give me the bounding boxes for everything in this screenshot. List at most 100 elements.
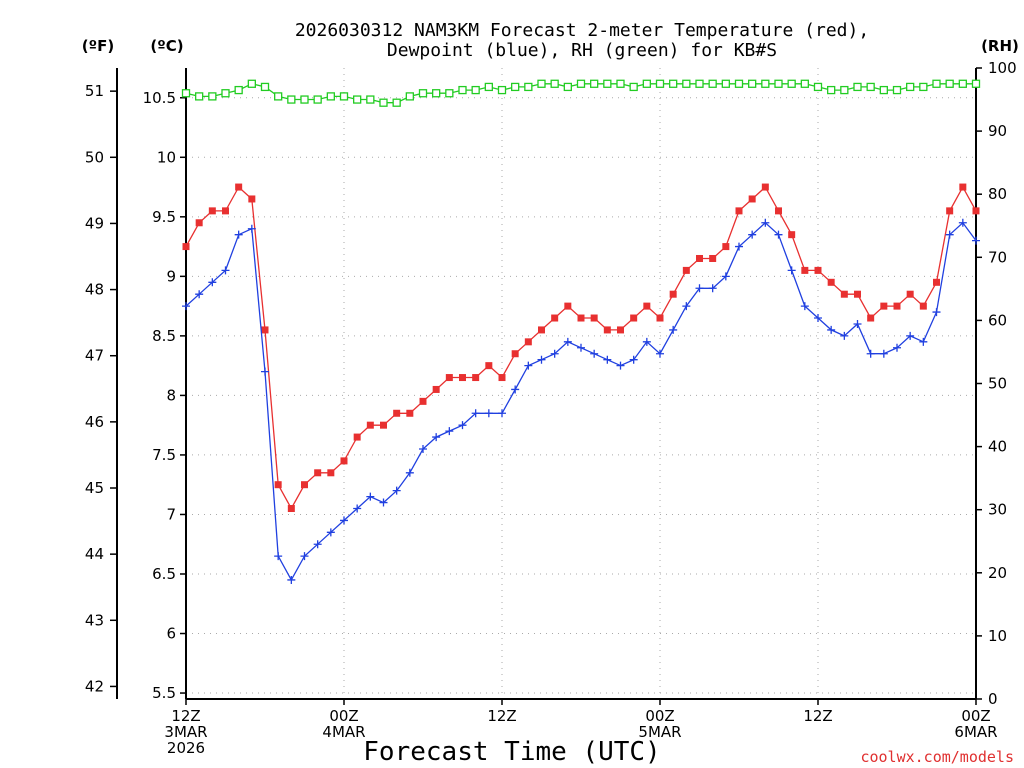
rh-point <box>774 79 783 88</box>
rh-point <box>326 92 335 101</box>
rh-point <box>313 95 322 104</box>
dewpoint-line <box>185 221 977 582</box>
x-tick-label: 5MAR <box>638 723 681 741</box>
rh-series <box>181 79 981 107</box>
fahrenheit-tick-label: 45 <box>85 479 104 497</box>
dewpoint-point <box>392 486 401 495</box>
rh-point <box>866 82 875 92</box>
dewpoint-point <box>972 236 980 245</box>
rh-point <box>550 79 559 88</box>
dewpoint-point <box>326 528 335 537</box>
x-tick-label: 00Z <box>961 707 990 725</box>
dewpoint-point <box>590 349 599 358</box>
temperature-point <box>406 409 414 417</box>
temperature-point <box>919 302 927 310</box>
dewpoint-point <box>748 230 757 239</box>
fahrenheit-tick-label: 46 <box>85 413 104 431</box>
dewpoint-point <box>208 278 217 287</box>
dewpoint-point <box>195 290 204 299</box>
temperature-point <box>722 243 730 251</box>
dewpoint-series <box>182 218 980 584</box>
rh-point <box>353 95 362 104</box>
temperature-point <box>485 362 493 370</box>
x-tick-label: 12Z <box>171 707 200 725</box>
rh-point <box>892 85 902 95</box>
temperature-point <box>314 469 322 477</box>
temperature-point <box>788 231 796 239</box>
rh-point <box>247 79 256 88</box>
dewpoint-point <box>958 218 967 227</box>
temperature-point <box>511 350 519 358</box>
rh-tick-label: 10 <box>988 627 1007 645</box>
grid-lines <box>186 68 976 699</box>
celsius-tick-label: 8 <box>166 386 176 404</box>
temperature-point <box>880 302 888 310</box>
dewpoint-point <box>445 427 454 436</box>
temperature-point <box>972 207 980 215</box>
rh-point <box>840 85 849 95</box>
dewpoint-point <box>656 349 664 358</box>
celsius-tick-label: 7 <box>166 505 176 523</box>
rh-point <box>932 79 941 88</box>
rh-point <box>195 92 204 101</box>
rh-point <box>339 92 349 101</box>
rh-point <box>471 85 480 95</box>
temperature-series <box>182 183 980 513</box>
temperature-point <box>208 207 216 215</box>
dewpoint-point <box>695 284 704 293</box>
rh-tick-label: 70 <box>988 248 1007 266</box>
dewpoint-point <box>945 230 954 239</box>
rh-point <box>418 89 428 98</box>
temperature-point <box>222 207 229 215</box>
rh-point <box>603 79 612 88</box>
rh-point <box>366 95 375 104</box>
x-tick-label: 3MAR <box>164 723 207 741</box>
rh-tick-label: 60 <box>988 311 1007 329</box>
dewpoint-point <box>721 272 730 281</box>
temperature-point <box>630 314 638 322</box>
temperature-point <box>366 421 374 429</box>
rh-point <box>524 82 533 92</box>
rh-point <box>484 82 493 92</box>
temperature-point <box>459 374 466 382</box>
temperature-point <box>235 183 243 191</box>
dewpoint-point <box>603 355 612 364</box>
rh-point <box>800 79 809 88</box>
credit-link[interactable]: coolwx.com/models <box>860 748 1014 766</box>
dewpoint-point <box>906 331 915 340</box>
chart-title-line2: Dewpoint (blue), RH (green) for KB#S <box>387 40 777 61</box>
dewpoint-point <box>274 552 283 561</box>
fahrenheit-unit-label: (ºF) <box>82 37 114 55</box>
x-tick-label: 12Z <box>487 707 516 725</box>
rh-point <box>906 82 915 92</box>
dewpoint-point <box>708 284 717 293</box>
fahrenheit-tick-label: 50 <box>85 148 104 166</box>
rh-tick-label: 20 <box>988 564 1007 582</box>
celsius-tick-label: 7.5 <box>152 446 176 464</box>
celsius-tick-label: 8.5 <box>152 327 176 345</box>
celsius-tick-label: 10 <box>157 148 176 166</box>
rh-point <box>787 79 796 88</box>
rh-unit-label: (RH) <box>981 37 1019 55</box>
temperature-point <box>538 326 545 334</box>
x-tick-label: 00Z <box>329 707 358 725</box>
rh-point <box>274 92 283 101</box>
rh-point <box>445 89 454 98</box>
rh-point <box>827 85 836 95</box>
temperature-point <box>867 314 875 322</box>
rh-point <box>734 79 744 88</box>
dewpoint-point <box>287 575 296 584</box>
temperature-point <box>709 254 717 262</box>
rh-point <box>432 89 441 98</box>
rh-point <box>181 89 191 98</box>
temperature-point <box>735 207 743 215</box>
temperature-point <box>577 314 585 322</box>
temperature-point <box>906 290 914 298</box>
dewpoint-point <box>787 266 796 275</box>
temperature-point <box>775 207 782 215</box>
dewpoint-point <box>563 337 572 346</box>
dewpoint-point <box>458 421 467 430</box>
temperature-point <box>933 278 940 286</box>
